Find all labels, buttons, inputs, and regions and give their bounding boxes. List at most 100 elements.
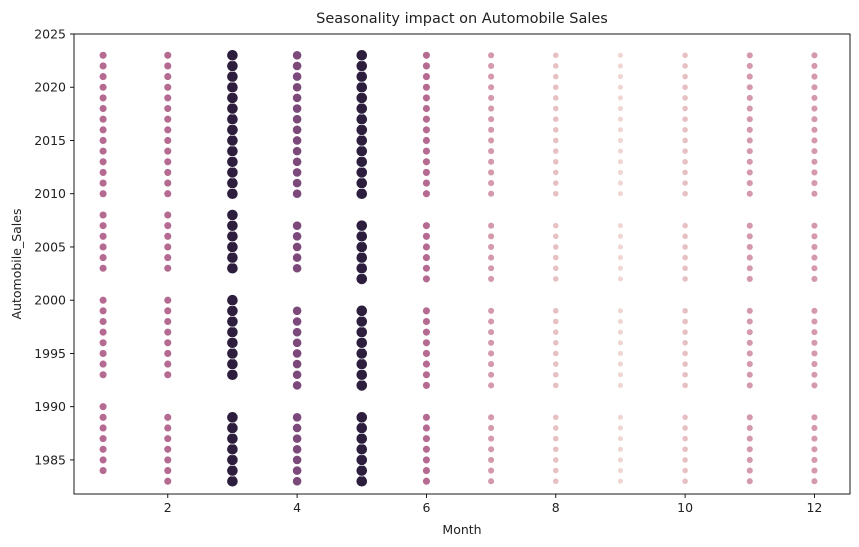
chart-title: Seasonality impact on Automobile Sales	[316, 11, 608, 27]
scatter-point	[746, 136, 754, 145]
scatter-point	[226, 70, 239, 83]
x-axis-label: Month	[442, 522, 481, 537]
x-axis-ticks: 2 4 6 8 10 12	[164, 494, 822, 515]
scatter-point	[98, 83, 108, 92]
scatter-point	[422, 221, 431, 230]
scatter-point	[226, 187, 239, 200]
scatter-point	[681, 243, 689, 251]
scatter-point	[681, 413, 689, 421]
scatter-point	[422, 434, 431, 443]
scatter-point	[98, 210, 108, 220]
scatter-point	[355, 134, 368, 147]
scatter-point	[617, 414, 624, 421]
scatter-point	[98, 221, 108, 230]
scatter-point	[292, 359, 302, 369]
scatter-point	[681, 435, 689, 443]
scatter-point	[617, 446, 624, 453]
scatter-point	[681, 94, 689, 102]
scatter-point	[422, 455, 431, 465]
scatter-point	[163, 189, 172, 198]
scatter-point	[487, 339, 495, 347]
y-tick-label: 2000	[34, 293, 66, 308]
scatter-point	[98, 296, 108, 305]
scatter-point	[617, 222, 624, 229]
scatter-point	[617, 233, 624, 240]
scatter-point	[98, 306, 108, 315]
scatter-point	[355, 304, 368, 317]
scatter-point	[355, 326, 368, 339]
scatter-point	[98, 136, 108, 145]
scatter-point	[746, 349, 754, 358]
scatter-point	[746, 190, 754, 198]
x-tick-label: 8	[552, 500, 560, 515]
scatter-point	[487, 190, 495, 198]
scatter-point	[617, 126, 624, 133]
y-axis-ticks: 1985 1990 1995 2000 2005 2010 2015 2020 2025	[34, 27, 74, 467]
scatter-point	[355, 368, 368, 381]
scatter-point	[292, 188, 302, 199]
scatter-point	[746, 413, 754, 421]
scatter-point	[552, 232, 560, 240]
scatter-point	[226, 155, 239, 168]
scatter-point	[810, 317, 819, 326]
scatter-point	[98, 264, 108, 273]
scatter-point	[552, 169, 560, 176]
scatter-point	[355, 81, 368, 94]
scatter-point	[617, 456, 624, 464]
x-tick-label: 12	[806, 500, 822, 515]
scatter-point	[617, 360, 624, 368]
scatter-point	[746, 275, 754, 283]
scatter-point	[355, 262, 368, 275]
scatter-point	[292, 92, 302, 103]
scatter-point	[226, 81, 239, 94]
scatter-point	[422, 189, 431, 198]
scatter-point	[810, 275, 819, 283]
scatter-point	[617, 371, 624, 378]
scatter-point	[617, 62, 624, 70]
scatter-point	[422, 125, 431, 134]
x-tick-label: 2	[164, 500, 172, 515]
scatter-point	[810, 328, 819, 336]
scatter-point	[552, 62, 560, 70]
scatter-point	[487, 466, 495, 475]
scatter-point	[681, 456, 689, 464]
scatter-point	[98, 168, 108, 177]
scatter-point	[292, 82, 302, 93]
scatter-point	[746, 179, 754, 187]
scatter-point	[226, 113, 239, 126]
scatter-point	[98, 242, 108, 252]
x-tick-label: 6	[422, 500, 430, 515]
scatter-point	[163, 221, 172, 230]
scatter-point	[355, 145, 368, 158]
scatter-point	[552, 477, 560, 485]
x-tick-label: 10	[677, 500, 693, 515]
scatter-point	[746, 317, 754, 326]
scatter-point	[292, 380, 302, 391]
scatter-point	[292, 178, 302, 188]
scatter-point	[355, 273, 368, 285]
scatter-point	[810, 434, 819, 443]
scatter-point	[552, 115, 560, 123]
scatter-point	[552, 264, 560, 272]
scatter-point	[226, 358, 239, 370]
scatter-point	[422, 477, 431, 486]
scatter-point	[226, 336, 239, 349]
scatter-point	[746, 445, 754, 453]
scatter-point	[226, 368, 239, 381]
scatter-point	[746, 222, 754, 230]
scatter-point	[163, 455, 172, 465]
scatter-point	[226, 49, 239, 62]
scatter-point	[98, 434, 108, 443]
y-tick-label: 1990	[34, 399, 66, 414]
scatter-point	[810, 253, 819, 262]
scatter-point	[98, 104, 108, 113]
scatter-point	[617, 382, 624, 389]
scatter-point	[617, 158, 624, 165]
scatter-point	[487, 51, 495, 59]
scatter-point	[552, 381, 560, 389]
scatter-point	[422, 168, 431, 177]
scatter-point	[746, 232, 754, 240]
scatter-point	[355, 454, 368, 466]
scatter-point	[98, 146, 108, 156]
scatter-point	[810, 456, 819, 464]
